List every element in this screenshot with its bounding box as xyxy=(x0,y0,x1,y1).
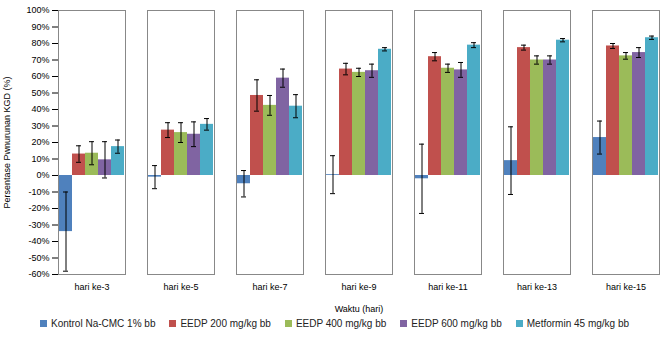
svg-text:-50%: -50% xyxy=(28,253,49,263)
svg-text:hari ke-7: hari ke-7 xyxy=(252,282,287,292)
svg-text:-40%: -40% xyxy=(28,236,49,246)
html-text:EEDP 400 mg/kg bb: EEDP 400 mg/kg bb xyxy=(295,318,387,329)
html-text:EEDP 200 mg/kg bb: EEDP 200 mg/kg bb xyxy=(180,318,271,329)
html-text:EEDP 600 mg/kg bb: EEDP 600 mg/kg bb xyxy=(411,318,502,329)
svg-text:hari ke-9: hari ke-9 xyxy=(341,282,376,292)
svg-text:60%: 60% xyxy=(31,71,49,81)
svg-text:hari ke-15: hari ke-15 xyxy=(606,282,646,292)
svg-text:100%: 100% xyxy=(26,5,49,15)
svg-text:30%: 30% xyxy=(31,121,49,131)
svg-text:20%: 20% xyxy=(31,137,49,147)
html-text:Kontrol Na-CMC 1% bb: Kontrol Na-CMC 1% bb xyxy=(51,318,156,329)
svg-text:hari ke-13: hari ke-13 xyxy=(517,282,557,292)
svg-text:40%: 40% xyxy=(31,104,49,114)
svg-text:Persentase Pwnurunan KGD (%): Persentase Pwnurunan KGD (%) xyxy=(2,76,12,208)
svg-text:0%: 0% xyxy=(36,170,49,180)
svg-text:Waktu (hari): Waktu (hari) xyxy=(335,304,384,314)
svg-text:50%: 50% xyxy=(31,88,49,98)
html-text:Metformin 45 mg/kg bb: Metformin 45 mg/kg bb xyxy=(526,318,629,329)
svg-text:-10%: -10% xyxy=(28,187,49,197)
svg-text:80%: 80% xyxy=(31,38,49,48)
svg-text:10%: 10% xyxy=(31,154,49,164)
svg-text:-60%: -60% xyxy=(28,269,49,279)
svg-text:-30%: -30% xyxy=(28,220,49,230)
svg-text:90%: 90% xyxy=(31,22,49,32)
svg-text:70%: 70% xyxy=(31,55,49,65)
svg-text:-20%: -20% xyxy=(28,203,49,213)
svg-text:hari ke-11: hari ke-11 xyxy=(428,282,467,292)
svg-text:hari ke-3: hari ke-3 xyxy=(74,282,109,292)
svg-text:hari ke-5: hari ke-5 xyxy=(163,282,198,292)
